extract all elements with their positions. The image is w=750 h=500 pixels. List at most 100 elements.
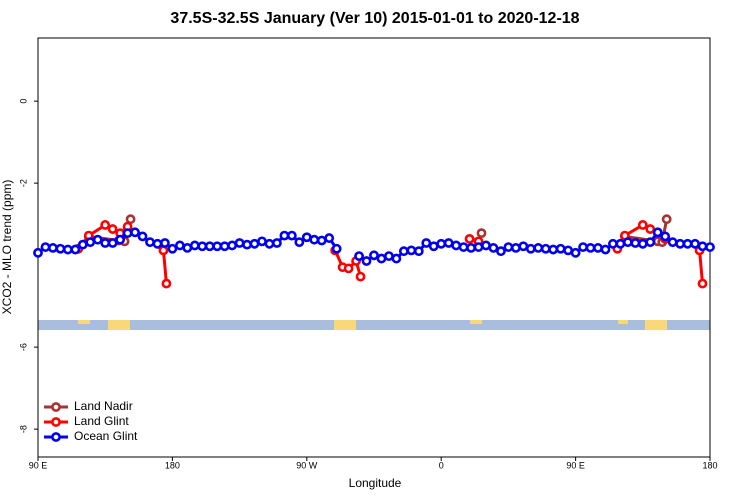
point — [637, 238, 648, 249]
point — [585, 243, 596, 253]
land — [618, 320, 628, 324]
point — [608, 238, 618, 249]
point — [257, 236, 267, 247]
land — [108, 320, 130, 330]
point — [622, 237, 633, 248]
point — [130, 227, 140, 238]
point — [77, 239, 88, 250]
legend-label: Land Glint — [74, 414, 129, 428]
point — [476, 228, 487, 239]
point — [301, 232, 312, 243]
point — [563, 245, 574, 256]
point — [152, 238, 163, 249]
x-tick-label: 90 E — [566, 460, 585, 470]
point — [690, 238, 700, 249]
point — [481, 240, 491, 251]
point — [343, 263, 354, 274]
point — [413, 246, 424, 257]
point — [464, 233, 475, 244]
point — [355, 271, 366, 282]
point — [309, 234, 320, 245]
point — [242, 239, 252, 250]
point — [428, 241, 439, 252]
point — [100, 238, 111, 248]
y-tick-label: -6 — [18, 343, 28, 351]
point — [667, 237, 678, 248]
point — [615, 238, 626, 249]
ocean-band — [38, 320, 710, 330]
point — [167, 243, 178, 254]
point — [496, 246, 506, 257]
map-strip — [38, 320, 710, 330]
point — [361, 256, 372, 266]
point — [85, 237, 96, 248]
point — [174, 240, 185, 251]
x-axis-label: Longitude — [349, 476, 402, 490]
point — [548, 244, 559, 255]
point — [33, 247, 43, 258]
point — [600, 244, 611, 255]
point — [645, 237, 656, 248]
legend-marker — [51, 417, 61, 427]
point — [264, 238, 275, 249]
land — [645, 320, 667, 330]
chart-title: 37.5S-32.5S January (Ver 10) 2015-01-01 … — [170, 10, 579, 27]
point — [555, 243, 566, 254]
point — [316, 235, 327, 246]
point — [354, 251, 364, 262]
point — [324, 233, 335, 243]
point — [518, 241, 529, 252]
point — [660, 231, 671, 242]
point — [533, 243, 544, 253]
point — [645, 224, 656, 234]
point — [62, 244, 73, 255]
point — [652, 227, 663, 238]
point — [488, 243, 499, 253]
point — [510, 243, 521, 253]
point — [294, 237, 305, 248]
point — [637, 220, 648, 230]
point — [406, 245, 417, 256]
point — [697, 278, 708, 289]
land — [470, 320, 482, 324]
point — [227, 240, 238, 251]
point — [137, 231, 148, 242]
point — [398, 246, 409, 257]
land — [78, 320, 90, 324]
point — [331, 243, 342, 254]
point — [286, 230, 297, 241]
point — [540, 243, 551, 254]
point — [197, 241, 208, 252]
x-tick-label: 90 W — [296, 460, 318, 470]
x-tick-label: 180 — [165, 460, 180, 470]
point — [204, 241, 215, 252]
point — [55, 243, 66, 254]
point — [630, 238, 641, 248]
point — [443, 238, 454, 248]
point — [249, 238, 260, 249]
point — [593, 243, 603, 253]
point — [570, 247, 581, 258]
point — [503, 242, 514, 252]
point — [70, 244, 81, 255]
legend-marker — [51, 432, 61, 442]
point — [525, 243, 536, 254]
point — [697, 241, 708, 252]
point — [578, 242, 588, 252]
point — [182, 243, 193, 253]
point — [272, 238, 282, 248]
point — [391, 253, 402, 264]
point — [122, 228, 133, 239]
point — [160, 238, 170, 248]
point — [100, 220, 111, 230]
point — [436, 238, 447, 249]
point — [161, 278, 172, 289]
legend-label: Ocean Glint — [74, 429, 138, 443]
land — [334, 320, 356, 330]
point — [234, 238, 245, 248]
point — [421, 238, 432, 248]
x-tick-label: 180 — [702, 460, 717, 470]
point — [189, 240, 200, 251]
